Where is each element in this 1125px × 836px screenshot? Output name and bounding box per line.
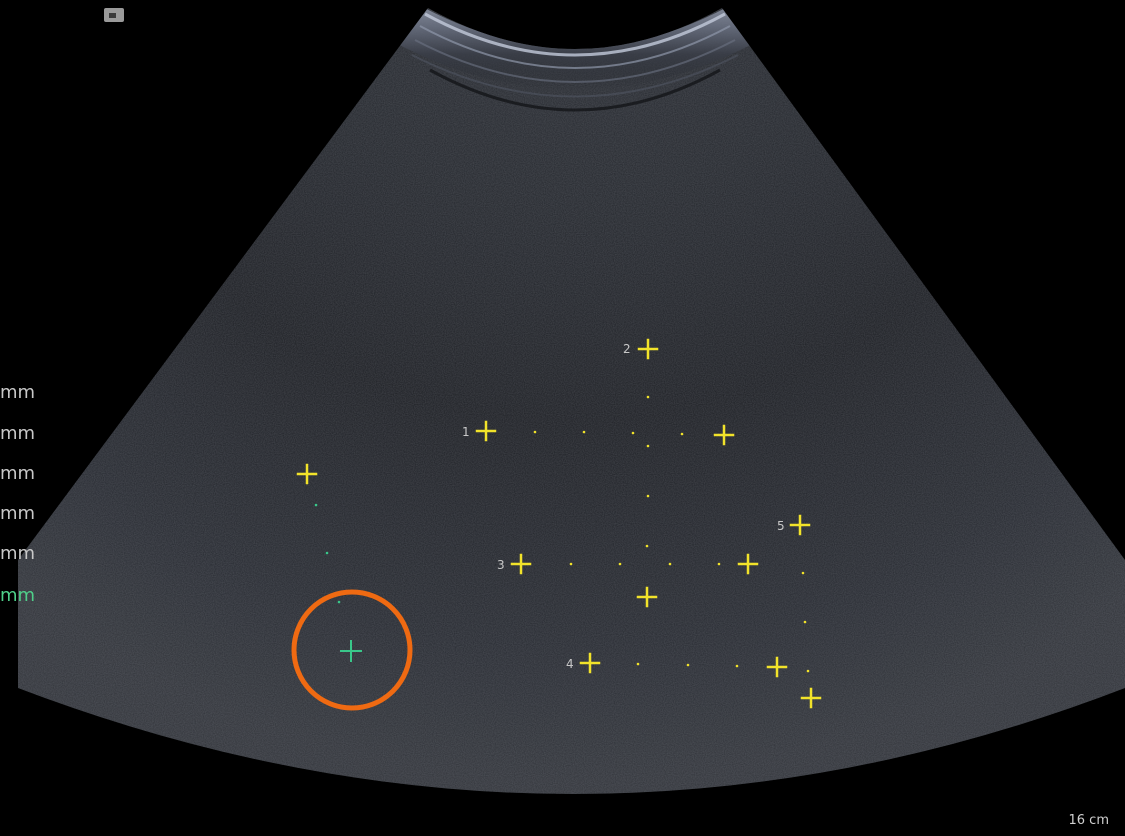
caliper-number-3: 3 xyxy=(497,558,505,572)
probe-orientation-icon xyxy=(104,8,124,22)
measurement-label-1: mm xyxy=(0,382,36,403)
caliper-cross xyxy=(789,514,811,536)
caliper-cross xyxy=(579,652,601,674)
caliper-dots xyxy=(801,571,810,673)
caliper-cross xyxy=(475,420,497,442)
caliper-cross xyxy=(296,463,318,485)
caliper-dots xyxy=(314,503,341,604)
caliper-cross xyxy=(737,553,759,575)
caliper-cross xyxy=(510,553,532,575)
caliper-measurement-1 xyxy=(475,420,735,446)
caliper-measurement-2 xyxy=(636,338,659,608)
measurement-label-3: mm xyxy=(0,463,36,484)
caliper-measurement-6 xyxy=(296,463,362,662)
caliper-measurement-4 xyxy=(579,652,788,678)
caliper-cross xyxy=(800,687,822,709)
caliper-measurements xyxy=(296,338,822,709)
caliper-number-4: 4 xyxy=(566,657,574,671)
ultrasound-sector xyxy=(18,8,1125,794)
caliper-cross xyxy=(637,338,659,360)
caliper-number-2: 2 xyxy=(623,342,631,356)
caliper-measurement-5 xyxy=(789,514,822,709)
measurement-label-6-active: mm xyxy=(0,585,36,606)
caliper-dots xyxy=(645,395,650,548)
caliper-number-5: 5 xyxy=(777,519,785,533)
highlight-circle xyxy=(291,589,413,711)
caliper-cross xyxy=(636,586,658,608)
caliper-dots xyxy=(569,562,721,566)
depth-scale-label: 16 cm xyxy=(1068,813,1110,828)
measurement-label-2: mm xyxy=(0,423,36,444)
caliper-measurement-3 xyxy=(510,553,759,575)
caliper-dots xyxy=(533,430,684,436)
caliper-dots xyxy=(636,662,739,668)
caliper-number-labels: 1 2 3 4 5 xyxy=(462,342,785,671)
measurement-label-4: mm xyxy=(0,503,36,524)
caliper-number-1: 1 xyxy=(462,425,470,439)
caliper-cross xyxy=(766,656,788,678)
caliper-cross xyxy=(713,424,735,446)
caliper-cross-active xyxy=(340,640,362,662)
measurement-label-5: mm xyxy=(0,543,36,564)
